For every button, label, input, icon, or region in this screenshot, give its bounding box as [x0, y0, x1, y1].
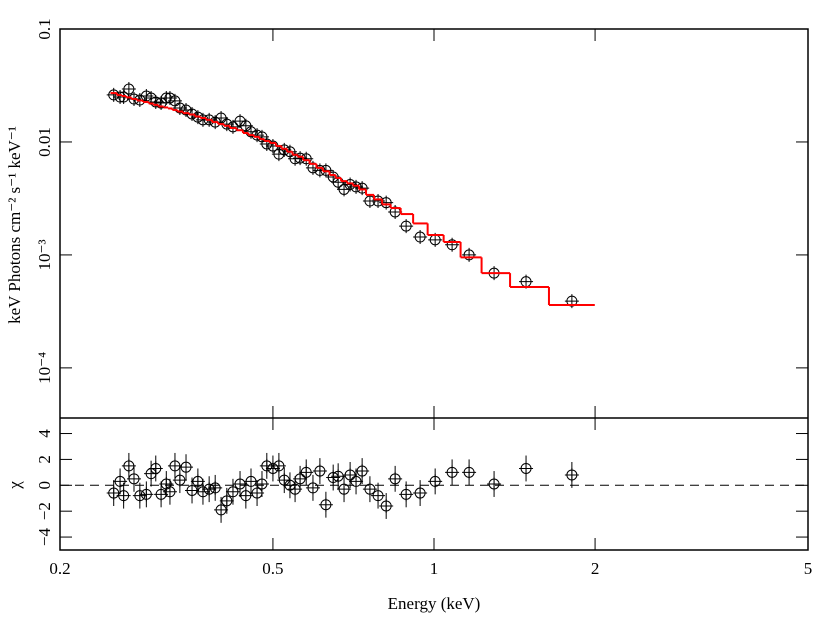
marker-cross — [195, 484, 210, 499]
marker-cross — [172, 473, 187, 488]
marker-cross — [413, 486, 428, 501]
marker-cross — [179, 460, 194, 475]
marker-cross — [312, 464, 327, 479]
marker-cross — [519, 461, 534, 476]
marker-cross — [399, 487, 414, 502]
marker-cross — [487, 477, 502, 491]
marker-cross — [259, 136, 274, 151]
marker-cross — [233, 477, 248, 491]
plot-frame — [59, 28, 809, 551]
marker-cross — [162, 484, 177, 499]
y-axis-title: keV Photons cm⁻² s⁻¹ keV⁻¹ — [5, 126, 24, 324]
marker-cross — [132, 488, 147, 503]
marker-cross — [116, 488, 131, 503]
marker-cross — [202, 482, 217, 497]
marker-cross — [127, 471, 142, 486]
marker-cross — [214, 502, 229, 517]
marker-cross — [337, 482, 352, 497]
marker-cross — [318, 497, 333, 512]
marker-cross — [362, 482, 377, 497]
marker-cross — [106, 486, 121, 501]
y-tick-label: −2 — [35, 502, 54, 520]
marker-cross — [271, 458, 286, 473]
marker-cross — [305, 480, 320, 495]
y-tick-label: 10⁻³ — [35, 239, 54, 270]
marker-cross — [388, 471, 403, 486]
marker-cross — [244, 124, 259, 139]
marker-cross — [208, 480, 223, 495]
y-tick-label: 2 — [35, 455, 54, 464]
marker-cross — [179, 102, 194, 117]
marker-cross — [244, 474, 259, 489]
marker-cross — [564, 467, 579, 482]
marker-cross — [428, 474, 443, 489]
y-tick-label: 0 — [35, 481, 54, 490]
x-tick-label: 0.2 — [49, 559, 70, 578]
marker-cross — [462, 247, 477, 262]
marker-cross — [113, 474, 128, 489]
marker-cross — [238, 488, 253, 503]
model-riser — [115, 93, 550, 306]
residual-axis-title: χ — [5, 481, 24, 490]
x-tick-label: 0.5 — [262, 559, 283, 578]
x-axis-title: Energy (keV) — [388, 594, 481, 613]
marker-cross — [355, 181, 370, 196]
marker-cross — [254, 477, 269, 491]
marker-cross — [293, 471, 308, 486]
marker-cross — [299, 465, 314, 480]
marker-cross — [331, 469, 346, 484]
marker-cross — [379, 499, 394, 513]
y-tick-label: 0.01 — [35, 127, 54, 157]
marker-cross — [139, 487, 154, 502]
marker-cross — [413, 230, 428, 245]
marker-cross — [293, 151, 308, 166]
x-tick-label: 1 — [430, 559, 439, 578]
marker-cross — [214, 110, 229, 125]
marker-cross — [121, 458, 136, 473]
marker-cross — [219, 493, 234, 508]
marker-cross — [299, 151, 314, 166]
y-tick-label: −4 — [35, 528, 54, 547]
marker-cross — [225, 119, 240, 134]
marker-cross — [277, 142, 292, 157]
marker-cross — [172, 100, 187, 115]
marker-cross — [399, 219, 414, 234]
marker-cross — [167, 458, 182, 473]
x-tick-label: 5 — [804, 559, 813, 578]
marker-cross — [265, 461, 280, 476]
marker-cross — [343, 467, 358, 482]
marker-cross — [349, 474, 364, 489]
marker-cross — [355, 464, 370, 479]
marker-cross — [462, 465, 477, 480]
marker-cross — [343, 177, 358, 192]
marker-cross — [225, 484, 240, 499]
marker-cross — [148, 461, 163, 476]
y-tick-label: 4 — [35, 429, 54, 438]
marker-cross — [349, 179, 364, 194]
marker-cross — [445, 465, 460, 480]
marker-cross — [185, 483, 200, 498]
marker-cross — [445, 237, 460, 252]
x-tick-label: 2 — [591, 559, 600, 578]
y-tick-label: 0.1 — [35, 18, 54, 39]
marker-cross — [259, 458, 274, 473]
y-tick-label: 10⁻⁴ — [35, 352, 54, 384]
marker-cross — [121, 82, 136, 97]
marker-cross — [371, 488, 386, 503]
